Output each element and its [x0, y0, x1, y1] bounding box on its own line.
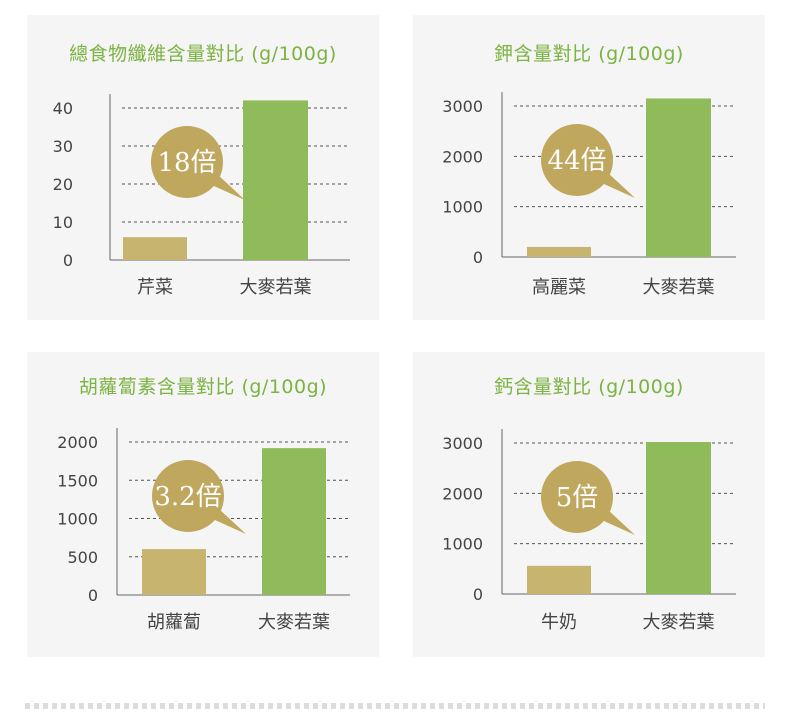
y-tick-label: 0 [473, 585, 483, 604]
bar-barley-grass [243, 100, 308, 261]
x-category-label: 芹菜 [137, 277, 173, 298]
bar-chart: 0 1000 2000 3000 牛奶 大麥若葉 5倍 [442, 429, 736, 633]
dotted-divider [25, 703, 765, 709]
ratio-badge: 5倍 [541, 461, 635, 535]
y-tick-label: 1000 [57, 510, 98, 529]
y-tick-label: 0 [63, 251, 73, 270]
y-tick-label: 3000 [442, 434, 483, 453]
bar-comparison [123, 237, 187, 260]
badge-tail [205, 174, 245, 200]
badge-label: 5倍 [556, 483, 599, 513]
chart-panel-potassium: 鉀含量對比 (g/100g) 0 1000 2000 3000 高麗菜 大麥若葉 44倍 [413, 15, 765, 320]
ratio-badge: 18倍 [151, 126, 245, 200]
badge-tail [595, 172, 635, 198]
bar-chart: 0 10 20 30 40 芹菜 大麥若葉 18倍 [53, 94, 350, 298]
y-tick-label: 20 [53, 175, 73, 194]
x-category-label: 大麥若葉 [258, 612, 330, 633]
chart-title: 鉀含量對比 (g/100g) [494, 43, 684, 65]
bar-chart: 0 500 1000 1500 2000 胡蘿蔔 大麥若葉 3.2倍 [57, 428, 350, 633]
y-tick-label: 2000 [57, 433, 98, 452]
badge-label: 3.2倍 [154, 482, 221, 512]
chart-title: 鈣含量對比 (g/100g) [494, 376, 684, 398]
ratio-badge: 44倍 [541, 124, 635, 198]
badge-label: 18倍 [157, 148, 216, 178]
x-category-label: 大麥若葉 [643, 612, 715, 633]
bar-comparison [527, 246, 591, 257]
chart-panel-carotene: 胡蘿蔔素含量對比 (g/100g) 0 500 1000 1500 2000 胡蘿蔔 大麥若… [27, 352, 379, 657]
chart-panel-fiber: 總食物纖維含量對比 (g/100g) 0 10 20 30 40 芹菜 大麥若葉 18倍 [27, 15, 379, 320]
ratio-badge: 3.2倍 [152, 460, 246, 534]
badge-tail [206, 508, 246, 534]
y-tick-label: 2000 [442, 147, 483, 166]
y-tick-label: 3000 [442, 97, 483, 116]
bar-chart: 0 1000 2000 3000 高麗菜 大麥若葉 44倍 [442, 92, 736, 298]
y-tick-label: 1000 [442, 198, 483, 217]
bar-barley-grass [646, 98, 711, 257]
badge-circle [541, 461, 613, 533]
chart-title: 總食物纖維含量對比 (g/100g) [69, 43, 337, 65]
y-tick-label: 0 [473, 248, 483, 267]
badge-circle [152, 460, 224, 532]
x-category-label: 牛奶 [541, 612, 577, 633]
y-tick-label: 2000 [442, 484, 483, 503]
x-category-label: 胡蘿蔔 [147, 612, 201, 633]
y-tick-label: 1500 [57, 471, 98, 490]
x-category-label: 大麥若葉 [643, 277, 715, 298]
x-category-label: 大麥若葉 [240, 277, 312, 298]
badge-label: 44倍 [547, 146, 606, 176]
y-tick-label: 1000 [442, 535, 483, 554]
bar-barley-grass [646, 441, 711, 594]
y-tick-label: 30 [53, 137, 73, 156]
badge-circle [541, 124, 613, 196]
chart-panel-calcium: 鈣含量對比 (g/100g) 0 1000 2000 3000 牛奶 大麥若葉 5倍 [413, 352, 765, 657]
x-category-label: 高麗菜 [532, 277, 586, 298]
y-tick-label: 0 [88, 586, 98, 605]
bar-comparison [527, 565, 591, 594]
chart-title: 胡蘿蔔素含量對比 (g/100g) [78, 376, 328, 398]
badge-tail [595, 509, 635, 535]
y-tick-label: 500 [67, 548, 98, 567]
bar-barley-grass [262, 448, 326, 595]
y-tick-label: 40 [53, 99, 73, 118]
bar-comparison [142, 549, 206, 595]
badge-circle [151, 126, 223, 198]
y-tick-label: 10 [53, 213, 73, 232]
